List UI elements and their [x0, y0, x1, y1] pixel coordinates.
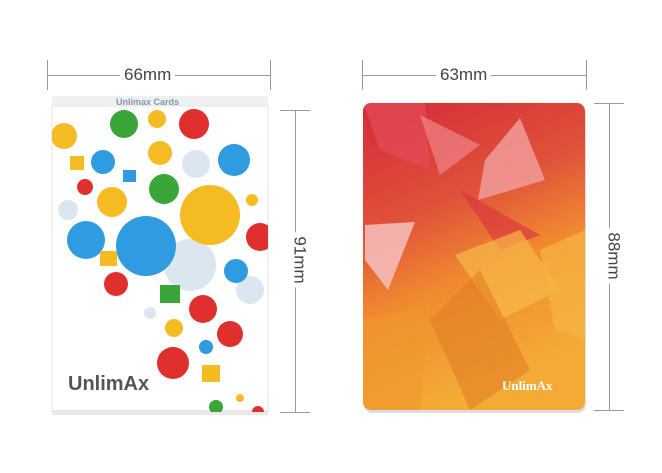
box-width-label: 66mm [120, 65, 176, 85]
bubble-yellow [236, 394, 244, 402]
bubble-yellow-square [202, 365, 220, 382]
facet [455, 230, 560, 320]
box-height-tick-bottom [280, 412, 310, 413]
bubble-blue [218, 144, 250, 176]
bubble-yellow [148, 110, 166, 128]
box-height-tick-top [280, 110, 310, 111]
bubble-red [157, 347, 189, 379]
facet [420, 115, 480, 175]
bubble-green [209, 400, 223, 412]
card-height-tick-top [594, 103, 624, 104]
bubble-red [104, 272, 128, 296]
bubble-pale [164, 239, 216, 291]
bubble-blue [91, 150, 115, 174]
facet [430, 270, 530, 410]
facet [540, 230, 585, 340]
bubble-pale [182, 150, 210, 178]
facet [363, 103, 430, 170]
bubble-yellow [97, 187, 127, 217]
bubble-green [110, 110, 138, 138]
bubble-red [246, 223, 268, 251]
bubble-pale [58, 200, 78, 220]
facet [365, 222, 415, 290]
card-height-tick-bottom [594, 410, 624, 411]
facet [478, 118, 545, 200]
bubble-pale [144, 307, 156, 319]
card-width-tick-left [362, 60, 363, 90]
bubble-blue-large [116, 216, 176, 276]
bubble-red-hex [189, 295, 217, 323]
bubble-yellow-square [70, 156, 84, 170]
bubble-blue [199, 340, 213, 354]
bubble-blue [67, 221, 105, 259]
box-brand-logo: UnlimAx [68, 373, 149, 395]
box-width-tick-right [270, 60, 271, 90]
bubble-red [179, 109, 209, 139]
bubble-yellow-large [180, 185, 240, 245]
bubble-yellow-hex [148, 141, 172, 165]
bubble-green-square [160, 285, 180, 303]
bubble-yellow [246, 194, 258, 206]
bubble-blue [224, 259, 248, 283]
bubble-yellow [165, 319, 183, 337]
bubble-red [77, 179, 93, 195]
card-width-tick-right [586, 60, 587, 90]
facet [363, 305, 430, 410]
card-width-label: 63mm [436, 65, 492, 85]
box-top-edge-text: Unlimax Cards [116, 97, 179, 107]
card-brand-logo: UnlimAx [502, 378, 553, 393]
box-width-tick-left [47, 60, 48, 90]
bubble-yellow-hex [52, 123, 77, 149]
bubble-green [149, 174, 179, 204]
bubble-red [252, 406, 264, 412]
card-box: Unlimax Cards [51, 96, 269, 415]
bubble-pale [236, 276, 264, 304]
bubble-yellow-square [100, 251, 117, 266]
playing-card-back: UnlimAx [363, 103, 586, 413]
bubble-red [217, 321, 243, 347]
bubble-blue-square [123, 170, 136, 182]
